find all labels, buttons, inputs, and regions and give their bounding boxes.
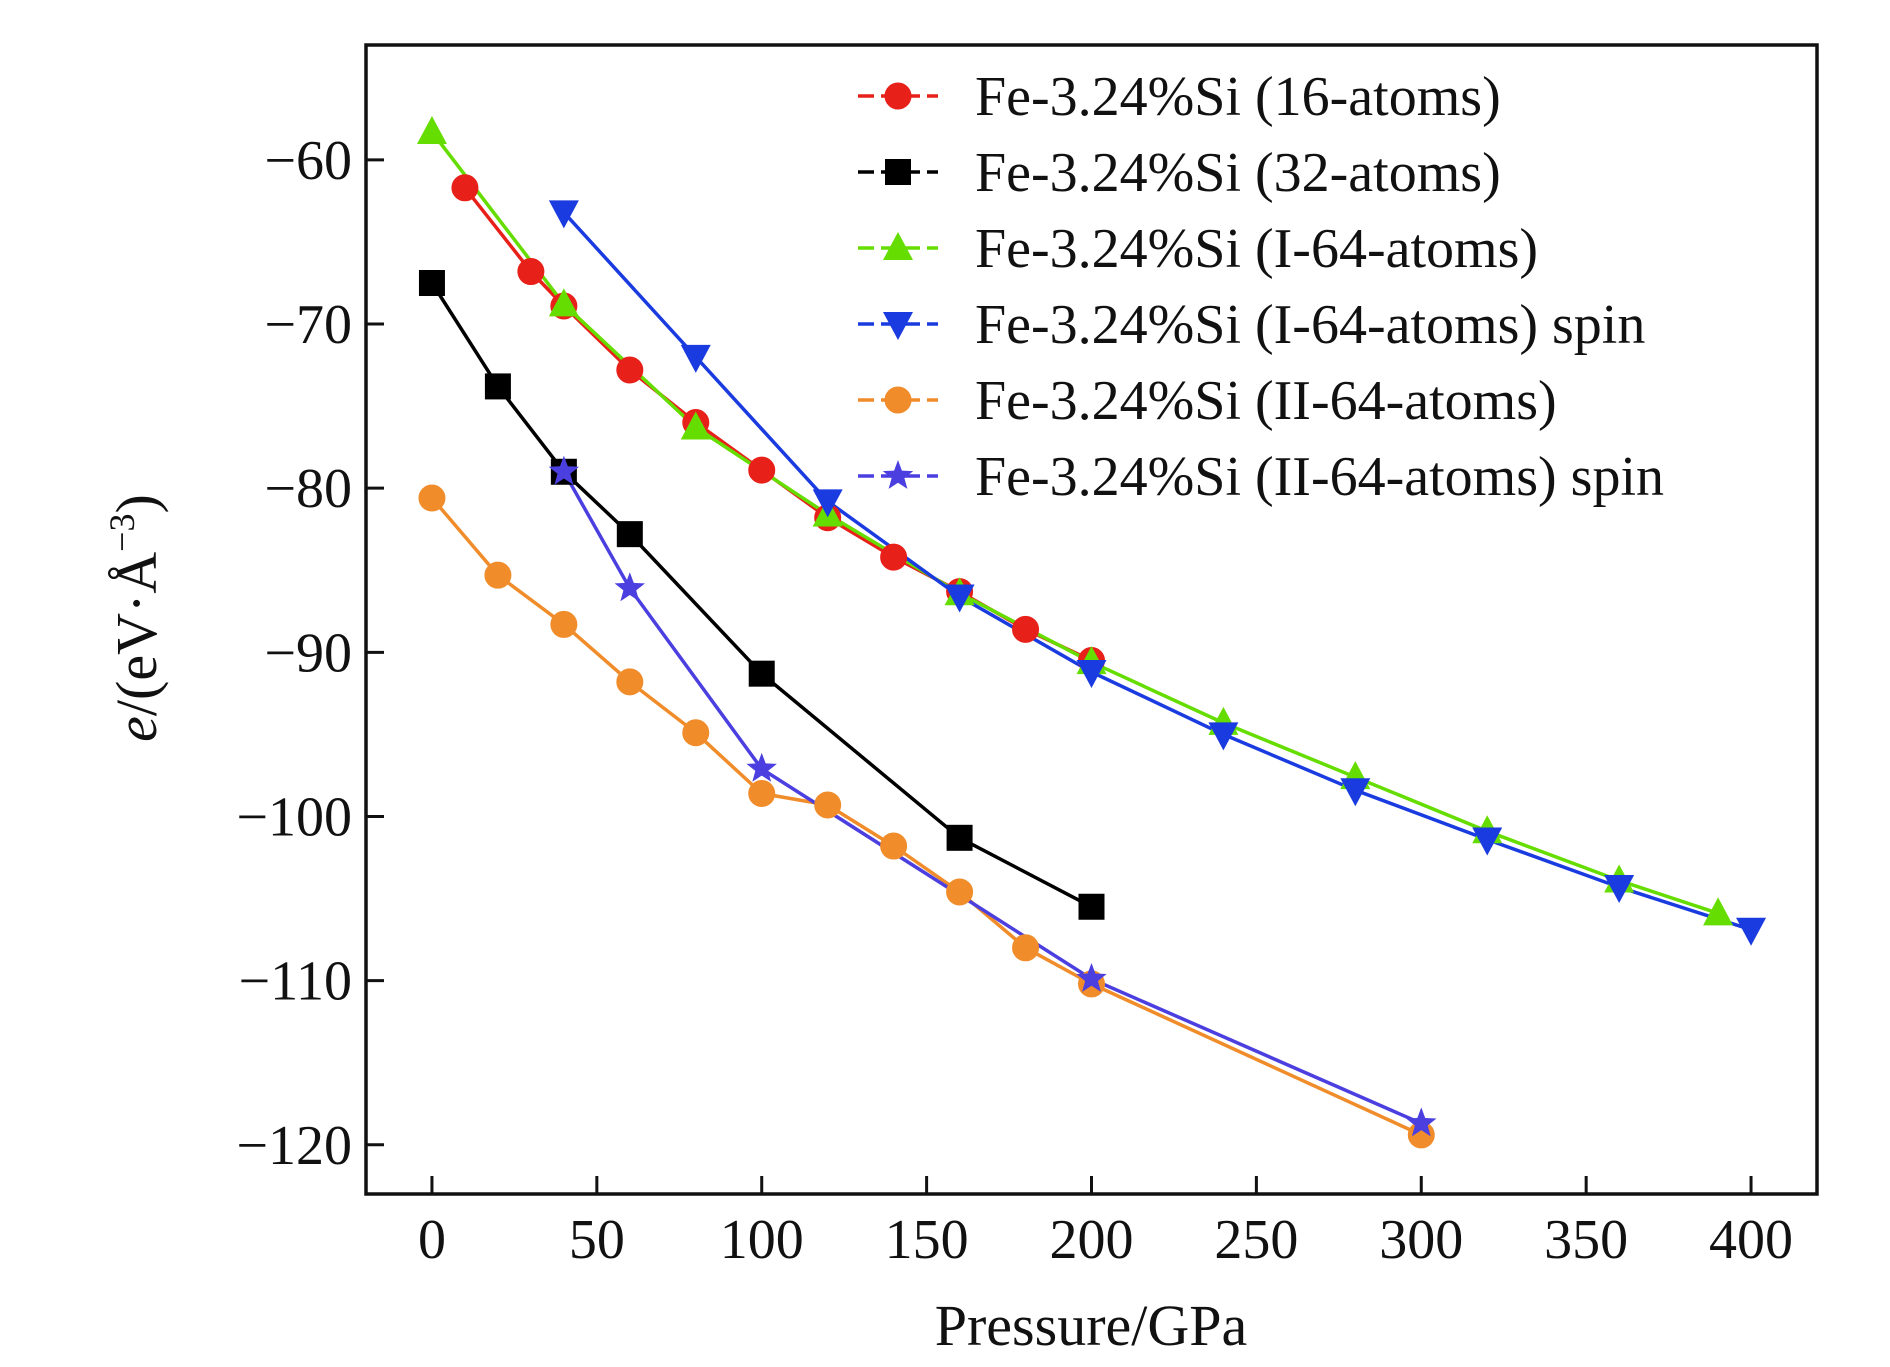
legend-marker-3 [883, 232, 913, 260]
data-point-series-5 [1012, 934, 1040, 962]
data-point-series-4 [1208, 722, 1239, 751]
data-point-series-1 [451, 174, 479, 202]
legend-label-2: Fe-3.24%Si (32-atoms) [975, 142, 1501, 204]
data-point-series-4 [1340, 778, 1371, 807]
data-point-series-6 [746, 752, 777, 782]
y-tick-label: −100 [236, 786, 352, 848]
x-axis-title: Pressure/GPa [935, 1293, 1248, 1358]
data-point-series-1 [616, 356, 644, 384]
data-point-series-2 [946, 824, 973, 851]
data-point-series-6 [548, 455, 580, 485]
x-tick-label: 200 [1050, 1209, 1134, 1271]
legend-label-5: Fe-3.24%Si (II-64-atoms) [975, 370, 1557, 432]
y-tick-label: −110 [238, 951, 352, 1013]
data-point-series-4 [1076, 660, 1107, 689]
y-tick-label: −70 [264, 294, 352, 356]
data-point-series-5 [682, 719, 710, 747]
y-tick-label: −90 [264, 622, 352, 684]
data-point-series-2 [484, 373, 511, 400]
y-tick-label: −120 [236, 1115, 352, 1177]
legend-marker-5 [884, 386, 912, 414]
data-point-series-1 [748, 456, 776, 484]
legend: Fe-3.24%Si (16-atoms) Fe-3.24%Si (32-atom… [858, 66, 1664, 508]
data-point-series-4 [812, 489, 843, 518]
data-point-series-5 [484, 561, 512, 589]
data-point-series-3 [416, 115, 447, 144]
x-tick-label: 250 [1214, 1209, 1298, 1271]
data-point-series-3 [548, 288, 579, 317]
y-tick-label: −80 [264, 458, 352, 520]
y-axis-title-units: /(eV·Å [104, 552, 169, 716]
y-axis-title-close: ) [104, 494, 169, 513]
y-tick-label: −60 [264, 130, 352, 192]
y-axis-title-italic: e [104, 716, 169, 742]
legend-marker-1 [884, 82, 912, 110]
data-point-series-4 [1472, 827, 1503, 856]
legend-label-3: Fe-3.24%Si (I-64-atoms) [975, 218, 1538, 280]
series-line-4 [562, 211, 1752, 932]
x-tick-label: 0 [418, 1209, 446, 1271]
data-point-series-2 [418, 270, 445, 297]
data-point-series-4 [548, 200, 579, 229]
data-point-series-5 [748, 779, 776, 807]
series-line-6 [562, 470, 1423, 1126]
svg-text:e/(eV·Å−3): e/(eV·Å−3) [102, 494, 169, 742]
data-point-series-5 [946, 878, 974, 906]
data-point-series-4 [1736, 917, 1767, 946]
data-point-series-1 [517, 258, 545, 286]
y-axis-title: e/(eV·Å−3) [102, 494, 169, 742]
data-point-series-5 [814, 791, 842, 819]
legend-marker-2 [885, 159, 911, 185]
data-point-series-2 [1078, 893, 1105, 920]
data-point-series-4 [944, 584, 975, 613]
legend-label-6: Fe-3.24%Si (II-64-atoms) spin [975, 446, 1664, 508]
data-point-series-1 [880, 543, 908, 571]
data-point-series-2 [616, 521, 643, 548]
data-point-series-3 [680, 411, 711, 440]
y-axis-title-sup: −3 [102, 514, 142, 552]
data-point-series-4 [680, 344, 711, 373]
data-point-series-2 [748, 660, 775, 687]
data-point-series-5 [880, 832, 908, 860]
data-point-series-5 [616, 668, 644, 696]
legend-marker-4 [883, 312, 913, 340]
x-tick-label: 400 [1709, 1209, 1793, 1271]
legend-label-1: Fe-3.24%Si (16-atoms) [975, 66, 1501, 128]
data-point-series-1 [1012, 615, 1040, 643]
x-tick-label: 50 [569, 1209, 625, 1271]
data-point-series-6 [1076, 963, 1107, 992]
data-point-series-5 [550, 610, 578, 638]
data-point-series-6 [1406, 1107, 1437, 1137]
x-tick-label: 100 [720, 1209, 804, 1271]
series-line-5 [430, 496, 1423, 1137]
data-point-series-6 [614, 572, 645, 602]
series-markers [416, 115, 1767, 1149]
ticks: 0 50 100 150 200 250 300 350 400 −60 −70 −80 −90 −100… [236, 130, 1793, 1271]
legend-label-4: Fe-3.24%Si (I-64-atoms) spin [975, 294, 1645, 356]
x-tick-label: 350 [1544, 1209, 1628, 1271]
data-point-series-4 [1604, 875, 1635, 904]
x-tick-label: 150 [885, 1209, 969, 1271]
x-tick-label: 300 [1379, 1209, 1463, 1271]
legend-marker-6 [882, 460, 914, 489]
data-point-series-5 [418, 484, 446, 512]
data-point-series-3 [1703, 897, 1734, 926]
